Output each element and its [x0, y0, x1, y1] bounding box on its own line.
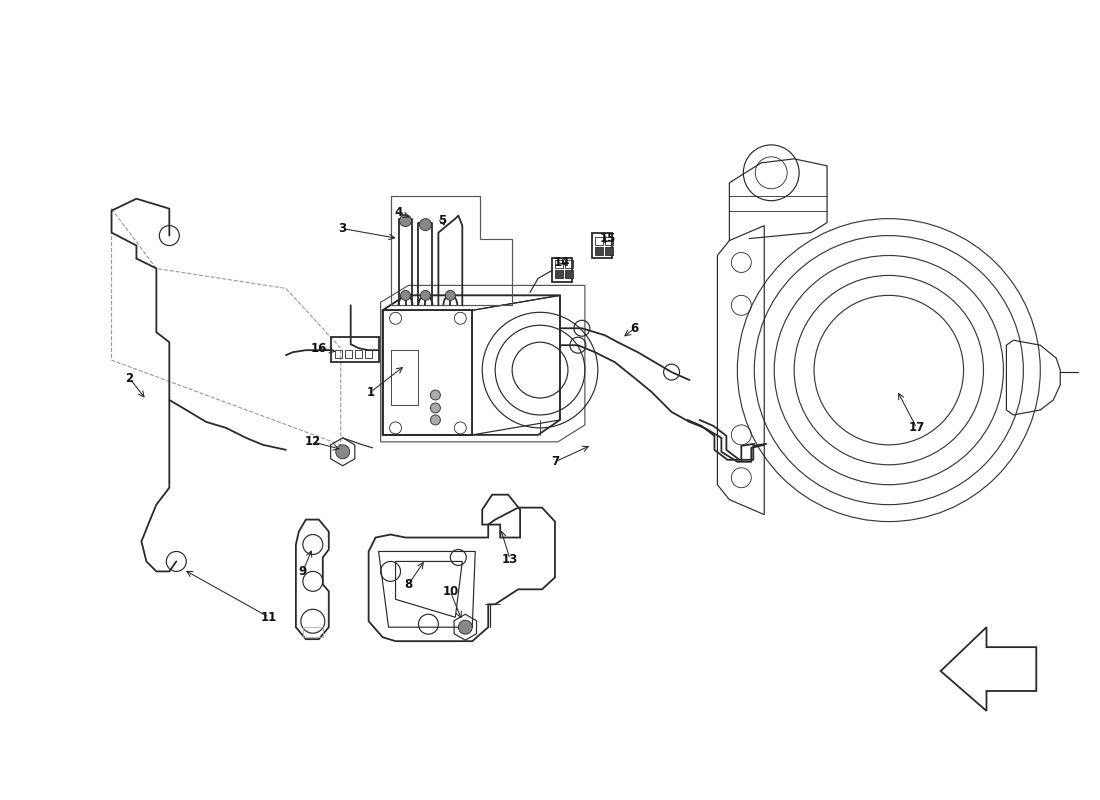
Circle shape	[459, 620, 472, 634]
Bar	[331, 338, 378, 362]
Text: 11: 11	[261, 610, 277, 624]
Bar	[605, 246, 613, 254]
Circle shape	[430, 403, 440, 413]
Text: 13: 13	[502, 553, 518, 566]
Bar	[605, 237, 613, 245]
Bar	[344, 350, 352, 358]
Text: 12: 12	[305, 435, 321, 448]
Text: 15: 15	[600, 232, 616, 245]
Text: 3: 3	[339, 222, 346, 235]
Text: 6: 6	[630, 322, 639, 334]
Circle shape	[400, 290, 410, 300]
Bar	[390, 350, 418, 405]
Bar	[556, 270, 563, 278]
Bar	[565, 261, 573, 269]
Text: 17: 17	[909, 422, 925, 434]
Circle shape	[336, 445, 350, 458]
Bar	[595, 237, 603, 245]
Text: 7: 7	[551, 455, 559, 468]
Text: 4: 4	[395, 206, 403, 219]
Bar	[565, 270, 573, 278]
Text: 10: 10	[442, 585, 459, 598]
Text: 14: 14	[553, 256, 570, 269]
Text: 5: 5	[438, 214, 447, 227]
Text: 1: 1	[366, 386, 375, 398]
Text: 9: 9	[299, 565, 307, 578]
Circle shape	[430, 415, 440, 425]
Bar	[334, 350, 342, 358]
Circle shape	[420, 290, 430, 300]
Bar	[354, 350, 362, 358]
Text: 2: 2	[125, 371, 133, 385]
Circle shape	[446, 290, 455, 300]
Bar	[364, 350, 372, 358]
Text: 16: 16	[310, 342, 327, 354]
Bar	[383, 310, 472, 435]
Bar	[595, 246, 603, 254]
Circle shape	[430, 390, 440, 400]
Bar	[556, 261, 563, 269]
Circle shape	[399, 214, 411, 226]
Text: 8: 8	[405, 578, 412, 591]
Circle shape	[419, 218, 431, 230]
